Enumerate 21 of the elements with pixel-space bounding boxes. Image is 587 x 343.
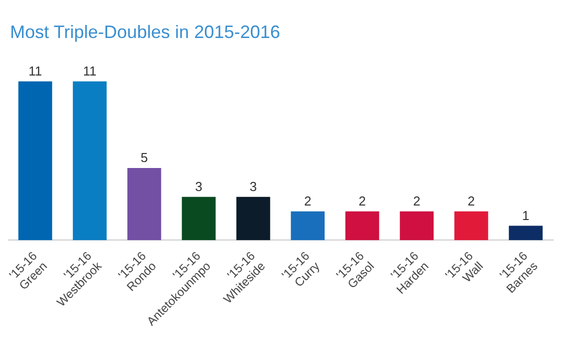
- bar: [72, 81, 107, 240]
- bar: [345, 211, 380, 240]
- data-label: 1: [522, 208, 530, 223]
- data-label: 11: [28, 64, 42, 79]
- bar: [400, 211, 434, 240]
- bar: [290, 211, 325, 240]
- chart-title: Most Triple-Doubles in 2015-2016: [10, 22, 282, 43]
- bar: [236, 196, 270, 240]
- data-label: 2: [413, 193, 420, 208]
- data-label: 2: [468, 193, 475, 208]
- bar: [454, 211, 488, 240]
- data-label: 2: [358, 193, 366, 208]
- bar: [182, 196, 216, 240]
- bar: [127, 168, 162, 240]
- data-label: 11: [83, 64, 96, 79]
- bar: [508, 226, 543, 240]
- data-label: 2: [304, 193, 312, 208]
- bar: [18, 81, 52, 240]
- data-label: 3: [195, 178, 202, 194]
- data-label: 5: [140, 150, 148, 166]
- data-label: 3: [250, 178, 257, 194]
